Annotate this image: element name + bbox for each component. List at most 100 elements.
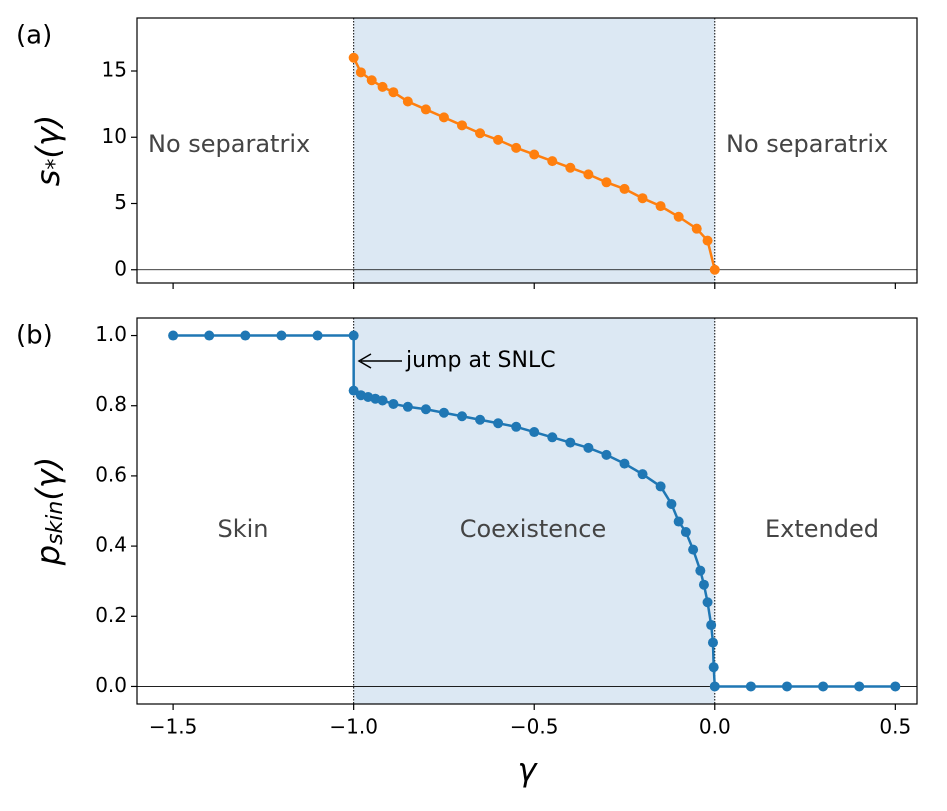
data-point [565,437,576,448]
data-point [698,579,709,590]
data-point [637,469,648,480]
data-point [388,398,399,409]
data-point [388,87,399,98]
axes-frame [136,317,918,705]
data-point [420,104,431,115]
panel-label: (b) [16,321,53,351]
y-tick-label: 0 [114,256,127,280]
shaded-region [353,318,715,704]
data-point [547,432,558,443]
y-tick-label: 0.2 [95,603,127,627]
data-point [707,637,718,648]
data-point [688,544,699,555]
y-tick-label: 0.6 [95,462,127,486]
data-point [708,662,719,673]
data-point [438,112,449,123]
data-point [706,620,717,631]
y-tick-label: 5 [114,190,127,214]
y-label-base: s [29,170,67,187]
y-label-sub: * [43,159,68,170]
data-point [402,96,413,107]
annotation: Coexistence [460,515,607,543]
y-tick-label: 0.4 [95,533,127,557]
data-point [709,681,720,692]
data-point [890,681,901,692]
data-point [457,411,467,422]
panel: (a) 0 5 10 15 s*(γ) No separatrix No separatrix [16,17,918,289]
data-point [691,223,702,234]
y-label-rest: (γ) [29,457,67,501]
data-point [402,401,413,412]
data-point [695,565,706,576]
y-axis-label: pskin(γ) [29,457,68,566]
data-point [655,481,666,492]
y-tick-label: 0.8 [95,392,127,416]
data-point [601,449,612,460]
data-point [637,193,648,204]
y-tick-label: 0.0 [95,673,127,697]
data-point [204,330,215,341]
y-label-sub: skin [43,501,68,545]
data-point [355,67,366,78]
data-point [438,407,449,418]
data-point [547,156,558,167]
data-point [493,418,504,429]
data-point [666,498,677,509]
data-point [366,75,377,86]
data-point [348,330,359,341]
annotation: Extended [765,515,879,543]
data-point [680,527,691,538]
data-point [420,404,431,415]
annotation: Skin [217,515,268,543]
data-point [475,414,486,425]
data-point [511,142,522,153]
data-point [377,395,388,406]
arrow-head [357,353,372,369]
y-label-rest: (γ) [29,115,67,159]
panel-label: (a) [16,21,52,51]
x-tick-label: −1.5 [149,715,198,739]
data-point [312,330,323,341]
data-point [619,458,630,469]
data-point [673,516,684,527]
data-point [601,177,612,188]
data-point [619,183,630,194]
y-tick-label: 15 [102,58,127,82]
data-point [511,421,522,432]
data-point [377,81,388,92]
x-tick-label: −0.5 [510,715,559,739]
x-axis-label: γ [518,751,539,789]
axes-frame [136,17,918,284]
x-tick-label: −1.0 [329,715,378,739]
data-point [457,120,467,131]
annotation: No separatrix [726,130,888,158]
data-point [493,134,504,145]
data-point [529,149,540,160]
data-point [782,681,792,692]
data-point [168,330,179,341]
data-point [276,330,287,341]
data-point [475,128,486,139]
data-point [348,385,359,396]
data-point [655,201,666,212]
data-point [702,235,713,246]
data-point [348,52,359,63]
panel: (b) 0.0 0.2 0.4 0.6 0.8 1.0 −1.5 −1.0 −0.5 0.0 0.5 p… [16,317,918,789]
y-tick-label: 1.0 [95,322,127,346]
data-point [673,211,684,222]
y-tick-label: 10 [102,124,127,148]
data-point [818,681,829,692]
annotation: jump at SNLC [405,348,556,373]
data-point [583,442,594,453]
annotation: No separatrix [148,130,310,158]
data-point [565,162,576,173]
y-axis-label: s*(γ) [29,115,68,187]
data-point [240,330,251,341]
data-point [529,427,540,438]
x-tick-label: 0.5 [879,715,911,739]
data-point [745,681,756,692]
y-label-base: p [29,545,67,566]
data-point [583,169,594,180]
x-tick-label: 0.0 [699,715,731,739]
